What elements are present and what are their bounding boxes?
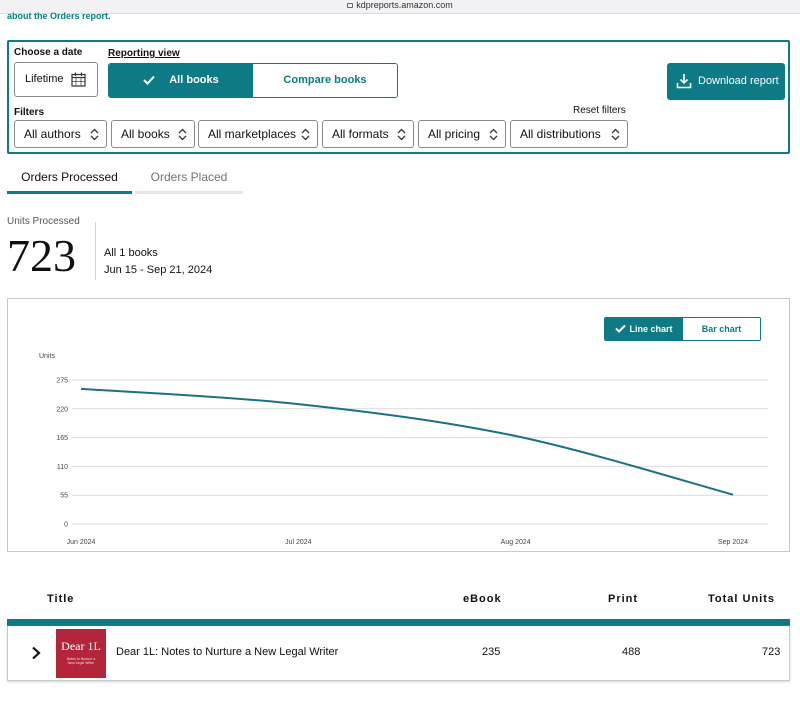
all-books-option[interactable]: All books	[109, 64, 253, 97]
filter-panel: Choose a date Lifetime Reporting view Al…	[7, 40, 790, 154]
col-header-print: Print	[608, 593, 639, 605]
x-tick-label: Jun 2024	[67, 539, 96, 546]
lock-icon	[347, 3, 354, 8]
titles-table: Title eBook Print Total Units Dear 1L No…	[7, 586, 790, 681]
table-header-bar	[7, 619, 790, 626]
formats-dropdown[interactable]: All formats	[322, 120, 414, 148]
url-text: kdpreports.amazon.com	[356, 0, 453, 10]
active-tab-indicator	[7, 191, 132, 194]
marketplaces-dropdown[interactable]: All marketplaces	[198, 120, 318, 148]
chart-panel: Line chart Bar chart Units 0 55 110 165 220 27…	[7, 298, 790, 552]
calendar-icon	[71, 72, 86, 87]
books-dropdown[interactable]: All books	[111, 120, 195, 148]
chevron-updown-icon	[90, 128, 99, 141]
x-tick-label: Sep 2024	[718, 539, 748, 546]
date-value: Lifetime	[25, 73, 64, 85]
inactive-tab-indicator	[135, 191, 243, 194]
chevron-updown-icon	[489, 128, 498, 141]
download-label: Download report	[698, 75, 779, 87]
col-header-title: Title	[47, 593, 75, 605]
date-label: Choose a date	[14, 47, 83, 58]
orders-report-link[interactable]: about the Orders report.	[7, 11, 111, 21]
pricing-dropdown[interactable]: All pricing	[418, 120, 506, 148]
col-header-total-units: Total Units	[708, 593, 776, 605]
bar-chart-option[interactable]: Bar chart	[683, 318, 760, 340]
y-tick-label: 165	[56, 435, 68, 442]
download-report-button[interactable]: Download report	[667, 63, 785, 100]
x-tick-label: Aug 2024	[501, 539, 531, 546]
y-tick-label: 220	[56, 406, 68, 413]
filters-label: Filters	[14, 107, 45, 118]
compare-books-option[interactable]: Compare books	[253, 64, 397, 97]
summary-divider	[95, 222, 96, 280]
y-tick-label: 55	[60, 493, 68, 500]
y-axis-label: Units	[39, 353, 55, 360]
chevron-updown-icon	[397, 128, 406, 141]
y-tick-label: 110	[57, 464, 68, 471]
row-title: Dear 1L: Notes to Nurture a New Legal Wr…	[116, 646, 339, 658]
row-ebook: 235	[482, 646, 501, 658]
y-tick-label: 0	[64, 522, 68, 529]
marketplaces-value: All marketplaces	[208, 127, 297, 141]
book-cover-thumbnail: Dear 1L Notes to Nurture a New Legal Wri…	[56, 629, 106, 678]
books-count: All 1 books	[104, 247, 158, 259]
chevron-updown-icon	[301, 128, 310, 141]
units-processed-label: Units Processed	[7, 216, 80, 227]
distributions-dropdown[interactable]: All distributions	[510, 120, 628, 148]
line-chart-label: Line chart	[629, 324, 673, 334]
browser-url-bar[interactable]: kdpreports.amazon.com	[0, 0, 800, 14]
distributions-value: All distributions	[520, 127, 601, 141]
tab-orders-processed[interactable]: Orders Processed	[7, 166, 132, 194]
authors-dropdown[interactable]: All authors	[14, 120, 107, 148]
checkmark-icon	[615, 324, 627, 333]
y-tick-label: 275	[56, 378, 68, 385]
chevron-updown-icon	[611, 128, 620, 141]
table-row: Dear 1L Notes to Nurture a New Legal Wri…	[7, 626, 790, 681]
units-processed-value: 723	[7, 230, 76, 281]
series-line	[80, 387, 734, 496]
download-icon	[676, 74, 692, 89]
reporting-view-toggle: All books Compare books	[108, 63, 398, 98]
books-value: All books	[121, 127, 170, 141]
row-print: 488	[622, 646, 641, 658]
chart-type-toggle: Line chart Bar chart	[604, 317, 761, 341]
tab-orders-processed-label: Orders Processed	[21, 170, 118, 184]
formats-value: All formats	[332, 127, 389, 141]
cover-subtitle: Notes to Nurture a New Legal Writer	[66, 657, 96, 665]
line-chart-option[interactable]: Line chart	[605, 318, 683, 340]
all-books-label: All books	[169, 74, 219, 86]
cover-title: Dear 1L	[61, 639, 101, 653]
date-range: Jun 15 - Sep 21, 2024	[104, 264, 213, 276]
x-tick-label: Jul 2024	[285, 539, 312, 546]
reset-filters-button[interactable]: Reset filters	[573, 105, 626, 116]
checkmark-icon	[143, 75, 155, 85]
pricing-value: All pricing	[428, 127, 481, 141]
row-total: 723	[762, 646, 781, 658]
tab-orders-placed[interactable]: Orders Placed	[135, 166, 243, 194]
col-header-ebook: eBook	[463, 593, 502, 605]
authors-value: All authors	[24, 127, 81, 141]
chevron-right-icon[interactable]	[31, 646, 41, 660]
tab-orders-placed-label: Orders Placed	[150, 170, 228, 184]
reporting-view-label[interactable]: Reporting view	[108, 48, 180, 59]
date-select[interactable]: Lifetime	[14, 62, 98, 97]
chevron-updown-icon	[178, 128, 187, 141]
